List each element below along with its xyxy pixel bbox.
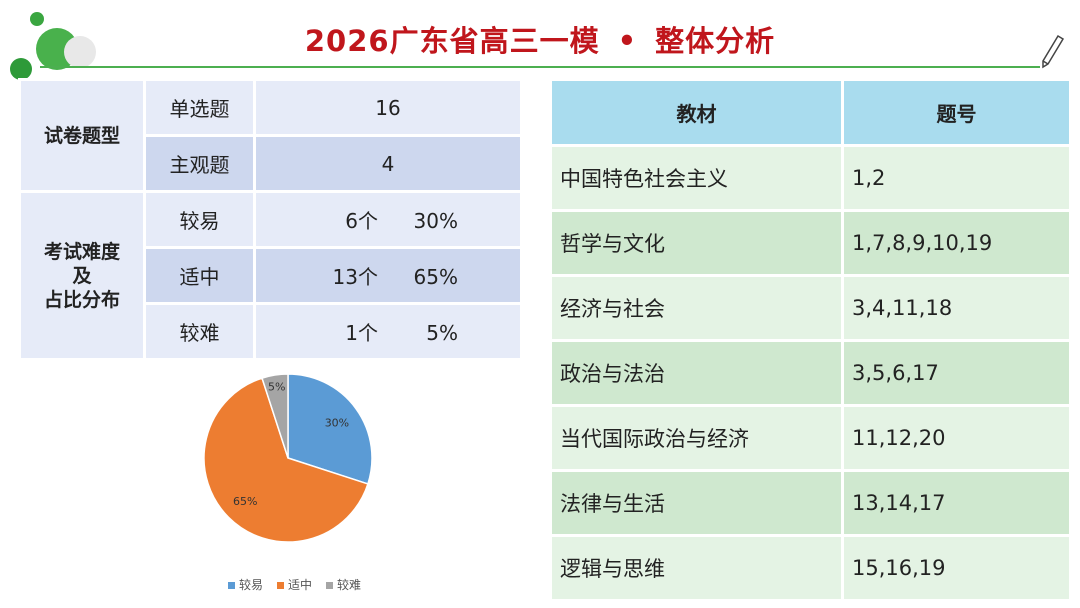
legend-item: 较易 — [228, 576, 263, 593]
pie-slice-较易 — [287, 373, 373, 485]
pie-slice-适中 — [203, 377, 369, 543]
group-label-line: 及 — [72, 264, 92, 287]
title-sub: 整体分析 — [655, 24, 776, 58]
legend-item: 适中 — [277, 576, 312, 593]
difficulty-pie-chart: 30% 65% 5% — [203, 373, 373, 543]
percent-value: 5% — [426, 321, 458, 345]
textbook-name: 法律与生活 — [549, 469, 844, 537]
question-numbers: 1,2 — [841, 144, 1072, 212]
row-value: 16 — [253, 78, 523, 137]
chart-legend: 较易 适中 较难 — [228, 576, 375, 593]
decorative-circle-icon — [30, 12, 44, 26]
row-label: 主观题 — [143, 134, 256, 193]
header-question-numbers: 题号 — [841, 78, 1072, 147]
textbook-name: 逻辑与思维 — [549, 534, 844, 602]
legend-label: 较难 — [337, 578, 362, 592]
pencil-icon — [1042, 34, 1065, 69]
title-main: 2026广东省高三一模 — [304, 24, 600, 58]
group-label-difficulty: 考试难度 及 占比分布 — [18, 190, 146, 361]
count-value: 13个 — [332, 265, 378, 289]
textbook-name: 经济与社会 — [549, 274, 844, 342]
percent-value: 65% — [413, 265, 458, 289]
pie-slice-较难 — [261, 373, 289, 459]
group-label-question-type: 试卷题型 — [18, 78, 146, 193]
row-label: 较难 — [143, 302, 256, 361]
count-value: 1个 — [345, 321, 378, 345]
question-numbers: 3,5,6,17 — [841, 339, 1072, 407]
pie-label: 30% — [325, 416, 349, 429]
question-numbers: 3,4,11,18 — [841, 274, 1072, 342]
row-label: 较易 — [143, 190, 256, 249]
question-numbers: 1,7,8,9,10,19 — [841, 209, 1072, 277]
legend-swatch-icon — [326, 582, 334, 589]
textbook-name: 哲学与文化 — [549, 209, 844, 277]
pie-label: 5% — [268, 381, 285, 394]
legend-item: 较难 — [326, 576, 361, 593]
textbook-name: 当代国际政治与经济 — [549, 404, 844, 472]
page-title: 2026广东省高三一模 • 整体分析 — [0, 18, 1080, 60]
title-separator: • — [617, 24, 638, 58]
count-value: 6个 — [345, 209, 378, 233]
pie-label: 65% — [233, 495, 257, 508]
textbook-name: 中国特色社会主义 — [549, 144, 844, 212]
decorative-circle-icon — [64, 36, 96, 68]
textbook-question-table: 教材 题号 中国特色社会主义 1,2 哲学与文化 1,7,8,9,10,19 经… — [549, 78, 1072, 602]
decorative-circle-icon — [10, 58, 32, 80]
question-numbers: 13,14,17 — [841, 469, 1072, 537]
legend-label: 适中 — [288, 578, 313, 592]
row-value: 1个 5% — [253, 302, 523, 361]
group-label-line: 考试难度 — [43, 240, 120, 263]
legend-label: 较易 — [239, 578, 264, 592]
row-value: 6个 30% — [253, 190, 523, 249]
row-value: 13个 65% — [253, 246, 523, 305]
textbook-name: 政治与法治 — [549, 339, 844, 407]
question-numbers: 11,12,20 — [841, 404, 1072, 472]
exam-structure-table: 试卷题型 单选题 16 主观题 4 考试难度 及 占比分布 较易 6个 30% 适… — [18, 78, 523, 361]
title-underline — [40, 66, 1040, 68]
question-numbers: 15,16,19 — [841, 534, 1072, 602]
legend-swatch-icon — [228, 582, 235, 589]
row-label: 适中 — [143, 246, 256, 305]
percent-value: 30% — [413, 209, 458, 233]
row-label: 单选题 — [143, 78, 256, 137]
group-label-line: 占比分布 — [43, 288, 120, 311]
row-value: 4 — [253, 134, 523, 193]
header-textbook: 教材 — [549, 78, 844, 147]
legend-swatch-icon — [277, 582, 285, 589]
